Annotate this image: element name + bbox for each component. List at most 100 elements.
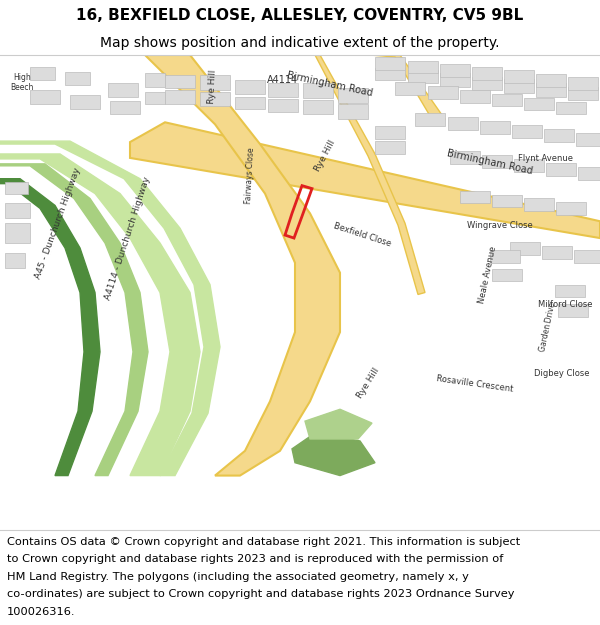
Polygon shape [568,87,598,99]
Polygon shape [395,82,425,94]
Polygon shape [70,94,100,109]
Polygon shape [303,99,333,114]
Polygon shape [165,75,195,88]
Polygon shape [130,122,600,238]
Text: A45 - Dunchurch Highway: A45 - Dunchurch Highway [34,166,82,280]
Polygon shape [536,82,566,96]
Polygon shape [440,72,470,87]
Text: Milford Close: Milford Close [538,300,592,309]
Polygon shape [305,409,372,439]
Polygon shape [542,246,572,259]
Text: co-ordinates) are subject to Crown copyright and database rights 2023 Ordnance S: co-ordinates) are subject to Crown copyr… [7,589,515,599]
Polygon shape [536,74,566,87]
Polygon shape [514,159,544,172]
Polygon shape [428,86,458,99]
Text: to Crown copyright and database rights 2023 and is reproduced with the permissio: to Crown copyright and database rights 2… [7,554,503,564]
Polygon shape [558,304,588,318]
Polygon shape [408,61,438,72]
Polygon shape [544,129,574,142]
Text: Bexfield Close: Bexfield Close [332,221,392,249]
Polygon shape [110,101,140,114]
Polygon shape [556,101,586,114]
Polygon shape [268,99,298,112]
Polygon shape [30,67,55,80]
Polygon shape [504,79,534,92]
Text: Wingrave Close: Wingrave Close [467,221,533,230]
Polygon shape [448,118,478,130]
Polygon shape [578,167,600,180]
Polygon shape [338,104,368,119]
Polygon shape [472,67,502,80]
Text: Rye Hill: Rye Hill [313,139,337,173]
Text: Fairways Close: Fairways Close [244,148,256,204]
Polygon shape [510,242,540,255]
Polygon shape [472,77,502,89]
Polygon shape [0,154,200,476]
Text: Flynt Avenue: Flynt Avenue [517,154,572,163]
Polygon shape [576,133,600,146]
Polygon shape [108,82,138,96]
Polygon shape [492,94,522,106]
Polygon shape [200,92,230,106]
Polygon shape [450,151,480,164]
Polygon shape [504,70,534,82]
Text: Birmingham Road: Birmingham Road [446,148,534,176]
Polygon shape [0,179,100,476]
Polygon shape [290,55,425,294]
Text: Neale Avenue: Neale Avenue [478,245,499,304]
Polygon shape [440,64,470,77]
Polygon shape [145,55,340,476]
Polygon shape [524,98,554,111]
Text: Rye Hill: Rye Hill [206,69,217,104]
Polygon shape [370,55,445,124]
Polygon shape [568,77,598,89]
Polygon shape [5,182,28,194]
Text: Rye Hill: Rye Hill [355,367,381,401]
Polygon shape [235,80,265,94]
Polygon shape [492,269,522,281]
Polygon shape [5,253,25,268]
Polygon shape [460,89,490,102]
Polygon shape [338,88,368,103]
Text: 100026316.: 100026316. [7,607,76,617]
Polygon shape [408,70,438,82]
Text: A4114 - Dunchurch Highway: A4114 - Dunchurch Highway [104,176,152,301]
Polygon shape [0,141,220,476]
Text: 16, BEXFIELD CLOSE, ALLESLEY, COVENTRY, CV5 9BL: 16, BEXFIELD CLOSE, ALLESLEY, COVENTRY, … [76,8,524,23]
Polygon shape [555,284,585,298]
Text: Birmingham Road: Birmingham Road [286,71,374,99]
Polygon shape [375,141,405,154]
Text: Garden Drive: Garden Drive [538,302,557,352]
Polygon shape [482,155,512,168]
Polygon shape [200,75,230,89]
Polygon shape [375,57,405,70]
Text: High
Beech: High Beech [10,73,34,92]
Polygon shape [375,126,405,139]
Polygon shape [145,92,165,104]
Polygon shape [574,250,600,262]
Polygon shape [0,164,148,476]
Text: A4114: A4114 [266,75,298,85]
Text: Map shows position and indicative extent of the property.: Map shows position and indicative extent… [100,36,500,50]
Polygon shape [556,202,586,215]
Text: Contains OS data © Crown copyright and database right 2021. This information is : Contains OS data © Crown copyright and d… [7,537,520,547]
Text: Digbey Close: Digbey Close [534,369,590,378]
Polygon shape [460,191,490,204]
Polygon shape [5,204,30,218]
Polygon shape [524,199,554,211]
Polygon shape [235,96,265,109]
Polygon shape [303,82,333,98]
Polygon shape [292,433,375,476]
Polygon shape [268,82,298,96]
Polygon shape [5,223,30,243]
Polygon shape [30,89,60,104]
Polygon shape [480,121,510,134]
Text: Rosaville Crescent: Rosaville Crescent [436,374,514,393]
Polygon shape [375,68,405,80]
Polygon shape [546,163,576,176]
Polygon shape [145,72,165,87]
Polygon shape [492,194,522,208]
Polygon shape [65,72,90,84]
Polygon shape [490,250,520,262]
Polygon shape [415,113,445,126]
